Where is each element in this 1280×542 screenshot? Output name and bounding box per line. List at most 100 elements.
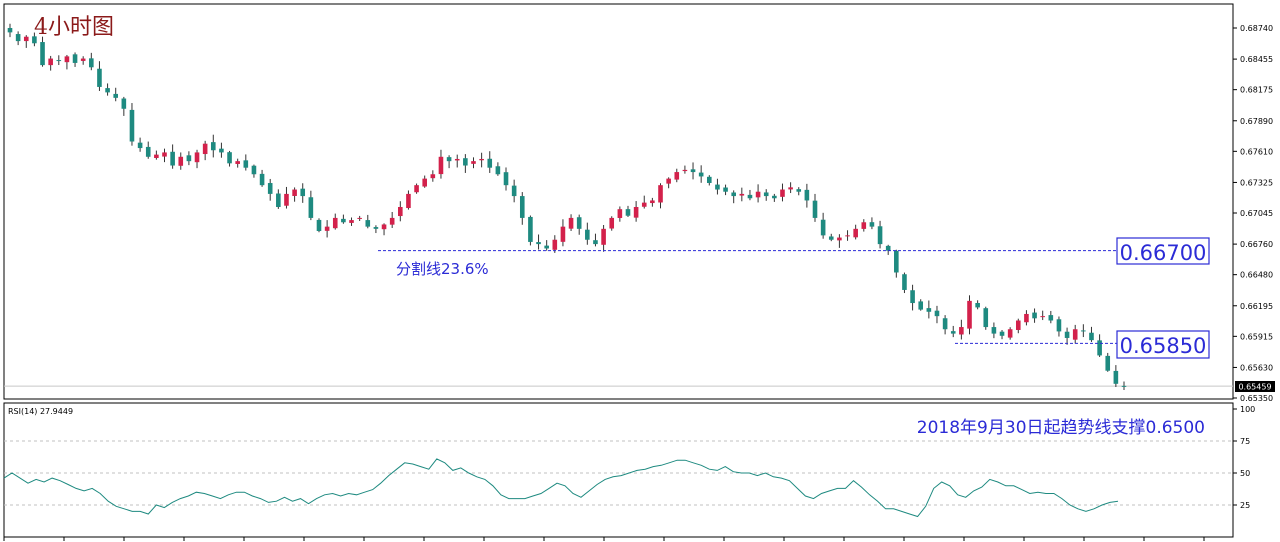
candle-body (292, 189, 297, 196)
candle-body (316, 219, 322, 232)
level-1-box (1116, 237, 1210, 265)
candle-body (641, 202, 647, 207)
candle-body (170, 151, 175, 166)
price-axis: 0.68740 0.68455 0.68175 0.67890 0.67610 0.673… (1233, 24, 1273, 403)
rsi-line (3, 458, 1119, 518)
candle-body (471, 161, 476, 164)
candle-body (706, 176, 712, 183)
rsi-grid (4, 440, 1233, 506)
candle-body (23, 36, 29, 42)
candle-body (869, 222, 875, 227)
candle-body (7, 28, 13, 33)
price-tick-label: 0.66760 (1240, 240, 1273, 249)
candle-body (438, 156, 444, 175)
candle-body (479, 158, 484, 161)
candle-body (967, 300, 972, 329)
candle-body (64, 56, 70, 63)
candle-body (32, 36, 37, 44)
candle-body (552, 239, 558, 250)
candle-body (690, 169, 696, 173)
candle-body (89, 58, 94, 68)
candle-body (1121, 385, 1127, 387)
candle-body (1015, 320, 1021, 330)
candle-body (219, 148, 224, 153)
candle-body (950, 331, 956, 334)
rsi-indicator-label: RSI(14) 27.9449 (8, 407, 73, 416)
candle-body (495, 166, 501, 175)
candles (7, 23, 1127, 390)
candle-body (1097, 340, 1102, 356)
price-tick-label: 0.67045 (1240, 209, 1273, 218)
candle-body (422, 178, 428, 187)
candle-body (820, 219, 826, 236)
candle-body (178, 156, 184, 166)
candle-body (1072, 329, 1078, 340)
candle-body (137, 142, 143, 149)
candle-body (959, 327, 964, 335)
candle-body (186, 155, 192, 162)
candle-body (698, 172, 704, 177)
current-price-label: 0.65459 (1238, 383, 1271, 392)
candle-body (853, 228, 858, 238)
candle-body (121, 98, 127, 109)
rsi-tick-label: 25 (1240, 501, 1250, 510)
candle-body (772, 195, 777, 199)
candle-body (837, 237, 842, 241)
candle-body (398, 206, 403, 217)
candle-body (568, 217, 574, 229)
price-tick-label: 0.66480 (1240, 271, 1273, 280)
candle-body (991, 327, 997, 334)
candle-body (845, 235, 850, 237)
candle-body (235, 161, 240, 164)
candle-body (715, 184, 720, 190)
candle-body (755, 191, 761, 198)
candle-body (519, 196, 525, 218)
candle-body (113, 93, 119, 98)
rsi-pane-frame (3, 402, 1234, 538)
chart-title: 4小时图 (34, 15, 114, 40)
candle-body (1048, 315, 1054, 321)
price-tick-label: 0.65350 (1240, 394, 1273, 403)
candle-body (349, 220, 354, 223)
candle-body (194, 152, 200, 163)
candle-body (731, 192, 736, 197)
candle-body (1081, 330, 1086, 332)
candle-body (942, 318, 948, 330)
candle-body (80, 58, 86, 61)
candle-body (1032, 312, 1037, 319)
rsi-tick-label: 100 (1240, 405, 1255, 414)
candle-body (528, 216, 533, 242)
candle-body (227, 152, 232, 164)
candle-body (1056, 319, 1062, 332)
candle-body (983, 308, 989, 328)
rsi-tick-label: 75 (1240, 437, 1250, 446)
candle-body (1064, 331, 1070, 338)
price-tick-label: 0.66195 (1240, 302, 1273, 311)
candle-body (365, 220, 371, 227)
price-tick-label: 0.65630 (1240, 363, 1273, 372)
candle-body (202, 143, 208, 155)
price-tick-label: 0.67325 (1240, 178, 1273, 187)
candle-body (585, 229, 590, 240)
candle-body (267, 183, 273, 194)
rsi-line-group (3, 458, 1119, 518)
level-lines (378, 250, 1117, 344)
candle-body (885, 245, 891, 251)
candle-body (414, 185, 419, 193)
candle-body (593, 240, 598, 245)
candle-body (251, 165, 257, 175)
candle-body (511, 185, 517, 197)
price-tick-label: 0.68175 (1240, 86, 1273, 95)
price-tick-label: 0.67610 (1240, 147, 1273, 156)
candle-body (536, 242, 541, 245)
rsi-axis: 100 75 50 25 (1233, 405, 1255, 510)
candle-body (804, 189, 810, 201)
candle-body (154, 154, 159, 158)
candle-body (463, 158, 468, 166)
candle-body (1113, 370, 1119, 384)
candle-body (259, 173, 265, 186)
candle-body (446, 157, 452, 162)
candle-body (284, 193, 289, 206)
price-tick-label: 0.65915 (1240, 332, 1273, 341)
